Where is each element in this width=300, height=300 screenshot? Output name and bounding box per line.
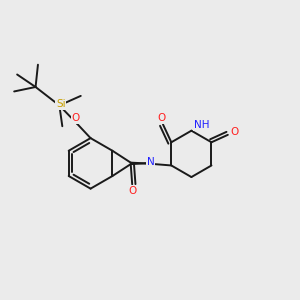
Text: Si: Si	[56, 99, 66, 109]
Text: O: O	[72, 113, 80, 124]
Text: O: O	[158, 113, 166, 123]
Text: O: O	[128, 186, 136, 196]
Text: NH: NH	[194, 120, 210, 130]
Text: O: O	[230, 127, 238, 137]
Text: N: N	[147, 158, 154, 167]
